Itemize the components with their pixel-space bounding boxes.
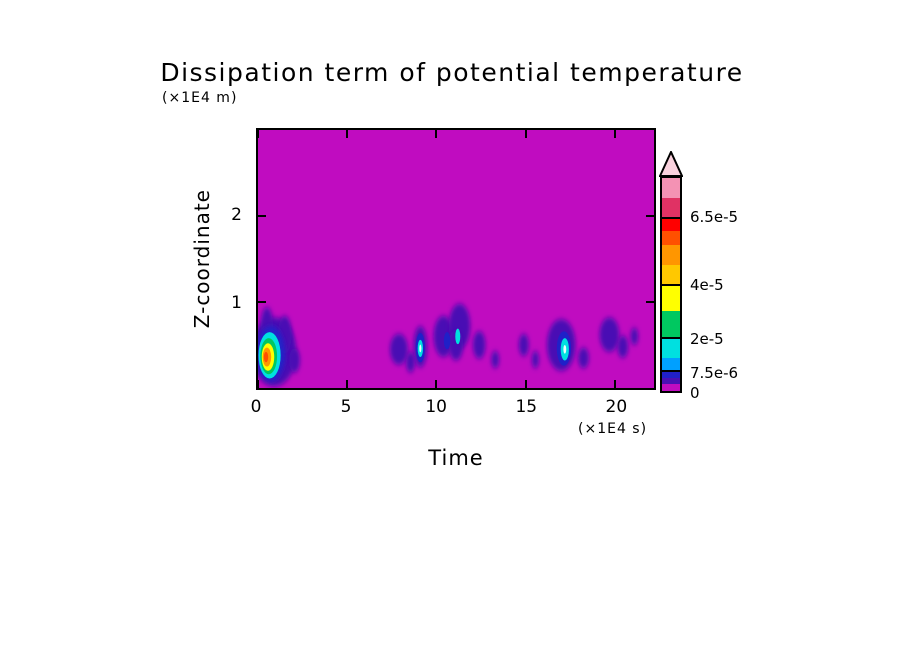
- contour-feature: [630, 327, 639, 345]
- x-tick-mark: [257, 380, 259, 388]
- y-tick-mark: [258, 215, 266, 217]
- x-tick-mark: [524, 380, 527, 388]
- colorbar-tick-label: 7.5e-6: [690, 363, 739, 382]
- colorbar: [660, 176, 682, 393]
- x-tick-label: 5: [340, 397, 352, 417]
- colorbar-band: [662, 371, 680, 378]
- colorbar-tick-labels: 0 7.5e-6 2e-5 4e-5 6.5e-5: [690, 176, 770, 402]
- x-tick-label: 15: [515, 397, 538, 417]
- colorbar-tick-label: 6.5e-5: [690, 207, 739, 226]
- contour-feature: [472, 331, 486, 359]
- y-axis-label-text: Z-coordinate: [190, 189, 214, 329]
- contour-field: [258, 303, 639, 387]
- colorbar-band: [662, 284, 680, 312]
- x-tick-mark: [613, 130, 616, 138]
- x-tick-mark: [435, 130, 438, 138]
- colorbar-band: [662, 337, 680, 358]
- colorbar-arrow-shape: [658, 149, 684, 177]
- colorbar-tick-mark: [662, 216, 680, 219]
- y-tick-mark: [258, 301, 266, 303]
- contour-feature: [390, 333, 408, 365]
- contour-feature: [491, 351, 500, 369]
- page-title: Dissipation term of potential temperatur…: [160, 58, 744, 87]
- contour-feature: [455, 328, 461, 345]
- contour-feature: [518, 333, 529, 357]
- colorbar-tick-mark: [662, 283, 680, 286]
- x-tick-label: 10: [425, 397, 447, 417]
- x-tick-mark: [346, 130, 349, 138]
- colorbar-overflow-arrow: [658, 149, 684, 177]
- colorbar-tick-label: 0: [690, 384, 700, 402]
- x-tick-mark: [257, 130, 259, 138]
- colorbar-band: [662, 244, 680, 265]
- contour-feature: [289, 348, 300, 373]
- colorbar-tick-mark: [662, 370, 680, 373]
- x-axis-tick-labels: 0 5 10 15 20: [251, 397, 656, 419]
- y-tick-label: 2: [231, 205, 242, 226]
- contour-feature: [563, 345, 567, 354]
- contour-feature: [419, 344, 422, 353]
- colorbar-band: [662, 197, 680, 218]
- contour-feature: [406, 351, 415, 373]
- colorbar-band: [662, 384, 680, 391]
- x-tick-mark: [524, 130, 527, 138]
- colorbar-band: [662, 217, 680, 232]
- x-tick-label: 0: [250, 397, 262, 417]
- contour-plot-area: [256, 128, 656, 390]
- colorbar-band: [662, 264, 680, 285]
- colorbar-band: [662, 377, 680, 385]
- y-axis-units-label: (×1E4 m): [162, 90, 238, 106]
- colorbar-band: [662, 311, 680, 338]
- x-tick-mark: [435, 380, 438, 388]
- contour-feature: [599, 317, 620, 352]
- colorbar-band: [662, 357, 680, 372]
- colorbar-band: [662, 231, 680, 245]
- y-tick-label: 1: [231, 292, 242, 313]
- contour-feature: [531, 351, 539, 369]
- colorbar-tick-label: 4e-5: [690, 275, 724, 294]
- contour-feature: [617, 335, 629, 358]
- contour-feature: [443, 332, 451, 350]
- colorbar-band: [662, 178, 680, 198]
- colorbar-tick-mark: [662, 336, 680, 339]
- colorbar-tick-label: 2e-5: [690, 329, 724, 348]
- x-tick-label: 20: [605, 397, 628, 417]
- x-axis-units-label: (×1E4 s): [578, 421, 648, 437]
- contour-feature: [578, 347, 589, 369]
- x-axis-label: Time: [428, 446, 484, 470]
- y-tick-mark: [646, 215, 654, 217]
- y-tick-mark: [646, 301, 654, 303]
- contour-feature: [263, 351, 269, 363]
- x-tick-mark: [346, 380, 349, 388]
- x-tick-mark: [613, 380, 616, 388]
